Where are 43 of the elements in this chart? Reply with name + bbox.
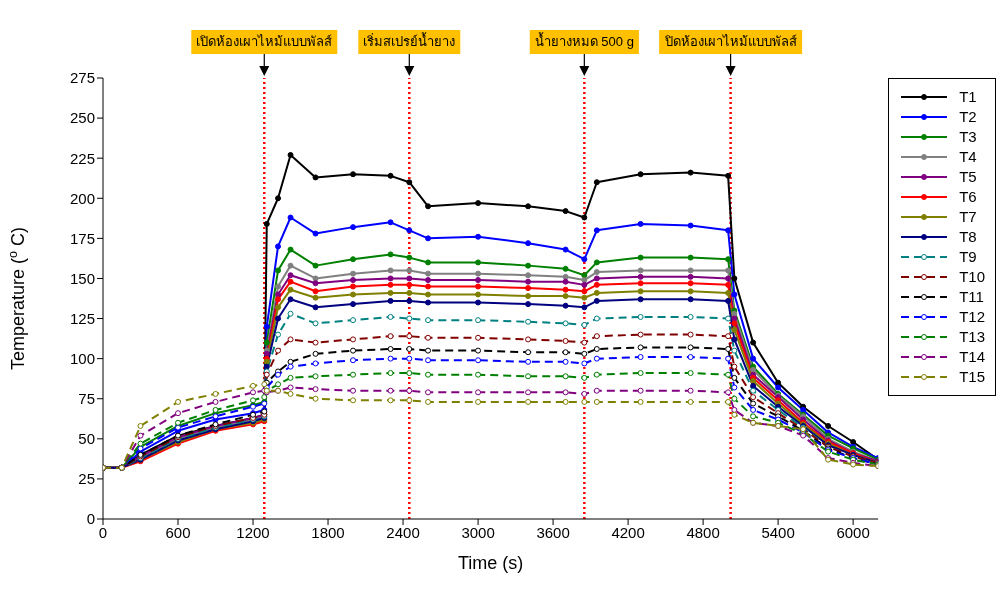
ref-line-label: น้ำยางหมด 500 g xyxy=(534,32,634,49)
legend-label: T12 xyxy=(959,307,985,327)
x-tick-label: 2400 xyxy=(386,523,420,541)
x-tick-label: 3000 xyxy=(461,523,495,541)
x-tick-label: 6000 xyxy=(836,523,870,541)
x-tick-label: 3600 xyxy=(536,523,570,541)
x-tick-label: 600 xyxy=(165,523,191,541)
y-tick-label: 0 xyxy=(86,510,95,528)
y-tick-label: 250 xyxy=(69,109,95,127)
legend-label: T8 xyxy=(959,227,977,247)
legend-label: T10 xyxy=(959,267,985,287)
y-tick-label: 175 xyxy=(69,229,95,247)
ref-line-label: เริ่มสเปรย์น้ำยาง xyxy=(363,32,456,49)
y-tick-label: 200 xyxy=(69,189,95,207)
ref-line-label: ปิดห้องเผาไหม้แบบพัลส์ xyxy=(663,34,797,49)
legend-label: T3 xyxy=(959,127,977,147)
x-axis-title: Time (s) xyxy=(457,553,524,573)
y-tick-label: 275 xyxy=(69,69,95,87)
legend-label: T1 xyxy=(959,87,977,107)
x-tick-label: 1200 xyxy=(236,523,270,541)
legend-label: T4 xyxy=(959,147,977,167)
y-tick-label: 75 xyxy=(78,390,95,408)
legend-label: T11 xyxy=(959,287,984,307)
y-tick-label: 125 xyxy=(69,309,95,327)
legend-label: T5 xyxy=(959,167,977,187)
legend-label: T14 xyxy=(959,347,985,367)
x-tick-label: 5400 xyxy=(761,523,795,541)
ref-line-label: เปิดห้องเผาไหม้แบบพัลส์ xyxy=(196,34,333,49)
legend-label: T13 xyxy=(959,327,985,347)
y-tick-label: 50 xyxy=(78,430,95,448)
legend-label: T7 xyxy=(959,207,977,227)
y-tick-label: 100 xyxy=(69,349,95,367)
y-tick-label: 225 xyxy=(69,149,95,167)
x-tick-label: 4800 xyxy=(686,523,720,541)
x-tick-label: 1800 xyxy=(311,523,345,541)
legend-label: T2 xyxy=(959,107,977,127)
y-tick-label: 25 xyxy=(78,470,95,488)
legend-label: T15 xyxy=(959,367,985,387)
legend-label: T9 xyxy=(959,247,977,267)
legend-label: T6 xyxy=(959,187,977,207)
y-tick-label: 150 xyxy=(69,269,95,287)
x-tick-label: 0 xyxy=(98,523,108,541)
x-tick-label: 4200 xyxy=(611,523,645,541)
